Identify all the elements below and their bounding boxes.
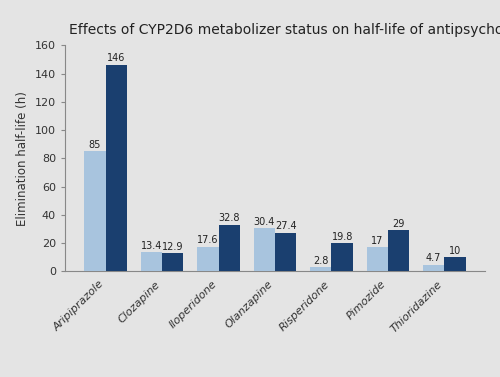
Bar [444, 257, 466, 271]
Bar [310, 268, 332, 271]
Y-axis label: Elimination half-life (h): Elimination half-life (h) [16, 91, 30, 226]
Text: 146: 146 [107, 53, 126, 63]
Text: 12.9: 12.9 [162, 242, 184, 251]
Bar [388, 230, 409, 271]
Bar [140, 253, 162, 271]
Bar [275, 233, 296, 271]
Bar [197, 247, 218, 271]
Text: 30.4: 30.4 [254, 217, 275, 227]
Text: Effects of CYP2D6 metabolizer status on half-life of antipsychotics: Effects of CYP2D6 metabolizer status on … [69, 23, 500, 37]
Text: 4.7: 4.7 [426, 253, 442, 263]
Text: 17.6: 17.6 [197, 235, 218, 245]
Text: 32.8: 32.8 [218, 213, 240, 223]
Bar [84, 151, 106, 271]
Text: 27.4: 27.4 [275, 221, 296, 231]
Text: 10: 10 [449, 245, 462, 256]
Text: 19.8: 19.8 [332, 232, 353, 242]
Text: 2.8: 2.8 [313, 256, 328, 266]
Text: 13.4: 13.4 [140, 241, 162, 251]
Bar [332, 244, 353, 271]
Bar [254, 228, 275, 271]
Bar [106, 65, 127, 271]
Bar [366, 247, 388, 271]
Bar [218, 225, 240, 271]
Text: 29: 29 [392, 219, 405, 229]
Text: 17: 17 [371, 236, 384, 246]
Text: 85: 85 [88, 139, 101, 150]
Bar [423, 265, 444, 271]
Bar [162, 253, 184, 271]
